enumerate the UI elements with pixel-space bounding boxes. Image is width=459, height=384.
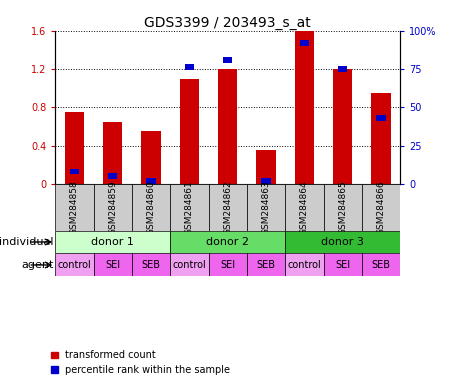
Bar (285, 230, 399, 253)
Bar (103, 122, 122, 184)
Text: individual: individual (0, 237, 53, 247)
Bar (141, 131, 160, 184)
Text: GSM284859: GSM284859 (108, 180, 117, 235)
Bar (223, 57, 232, 63)
Text: control: control (57, 260, 91, 270)
Bar (323, 184, 361, 230)
Text: SEI: SEI (220, 260, 235, 270)
Bar (184, 65, 194, 70)
Text: control: control (172, 260, 206, 270)
Bar (208, 184, 246, 230)
Bar (361, 184, 399, 230)
Bar (55, 184, 93, 230)
Text: donor 1: donor 1 (91, 237, 134, 247)
Bar (246, 253, 285, 276)
Text: GSM284861: GSM284861 (185, 180, 193, 235)
Bar (170, 230, 285, 253)
Bar (246, 184, 285, 230)
Bar (332, 69, 352, 184)
Bar (93, 253, 132, 276)
Bar (299, 40, 308, 46)
Text: GSM284862: GSM284862 (223, 180, 232, 235)
Text: donor 3: donor 3 (320, 237, 364, 247)
Bar (361, 253, 399, 276)
Title: GDS3399 / 203493_s_at: GDS3399 / 203493_s_at (144, 16, 310, 30)
Text: SEB: SEB (371, 260, 390, 270)
Legend: transformed count, percentile rank within the sample: transformed count, percentile rank withi… (51, 351, 230, 375)
Bar (108, 173, 117, 179)
Text: GSM284866: GSM284866 (376, 180, 385, 235)
Text: GSM284865: GSM284865 (337, 180, 347, 235)
Bar (218, 69, 237, 184)
Text: agent: agent (21, 260, 53, 270)
Text: GSM284858: GSM284858 (70, 180, 78, 235)
Bar (285, 184, 323, 230)
Bar (65, 112, 84, 184)
Bar (69, 169, 79, 174)
Bar (375, 115, 385, 121)
Bar (285, 253, 323, 276)
Bar (261, 178, 270, 184)
Bar (256, 151, 275, 184)
Bar (146, 178, 156, 184)
Text: SEI: SEI (335, 260, 349, 270)
Bar (323, 253, 361, 276)
Bar (55, 230, 170, 253)
Text: control: control (287, 260, 320, 270)
Bar (132, 253, 170, 276)
Bar (132, 184, 170, 230)
Bar (208, 253, 246, 276)
Text: GSM284863: GSM284863 (261, 180, 270, 235)
Text: SEI: SEI (105, 260, 120, 270)
Bar (294, 31, 313, 184)
Bar (170, 253, 208, 276)
Bar (179, 79, 198, 184)
Text: SEB: SEB (141, 260, 160, 270)
Text: GSM284860: GSM284860 (146, 180, 155, 235)
Bar (93, 184, 132, 230)
Bar (337, 66, 347, 72)
Bar (371, 93, 390, 184)
Bar (170, 184, 208, 230)
Text: SEB: SEB (256, 260, 275, 270)
Text: donor 2: donor 2 (206, 237, 249, 247)
Bar (55, 253, 93, 276)
Text: GSM284864: GSM284864 (299, 180, 308, 235)
